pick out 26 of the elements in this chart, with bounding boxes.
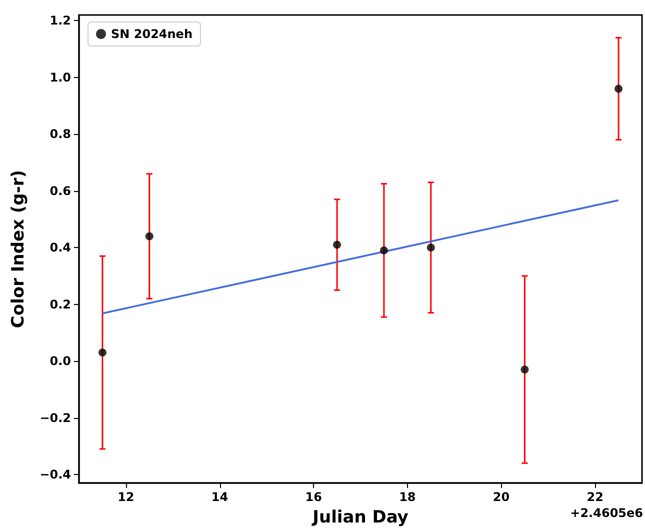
x-tick-label: 12 <box>118 490 134 504</box>
point <box>380 246 388 254</box>
x-tick-label: 18 <box>399 490 416 504</box>
y-tick-label: 1.0 <box>50 70 71 84</box>
y-tick-label: 0.8 <box>50 127 71 142</box>
y-tick-label: 0.4 <box>50 240 71 255</box>
point <box>426 244 435 252</box>
y-tick-label: 1.2 <box>50 14 71 28</box>
point <box>614 84 623 93</box>
y-axis-title: Color Index (g-r) <box>8 170 28 328</box>
y-tick-label: −0.4 <box>40 467 71 482</box>
y-tick-label: 0.0 <box>50 354 71 368</box>
text: +2.4605e6 <box>570 506 644 520</box>
x-tick-label: 14 <box>211 490 228 504</box>
y-tick-label: 0.6 <box>50 184 71 198</box>
x-tick-label: 16 <box>305 490 322 504</box>
point <box>333 240 342 249</box>
point <box>145 232 154 240</box>
x-tick-label: 20 <box>492 490 510 504</box>
legend-label: SN 2024neh <box>111 27 192 41</box>
y-tick-label: 0.2 <box>50 297 71 312</box>
y-tick-label: −0.2 <box>40 410 71 425</box>
point <box>520 366 529 374</box>
point <box>98 348 106 357</box>
x-axis-title: Julian Day <box>312 508 408 528</box>
x-tick-label: 22 <box>586 490 604 504</box>
